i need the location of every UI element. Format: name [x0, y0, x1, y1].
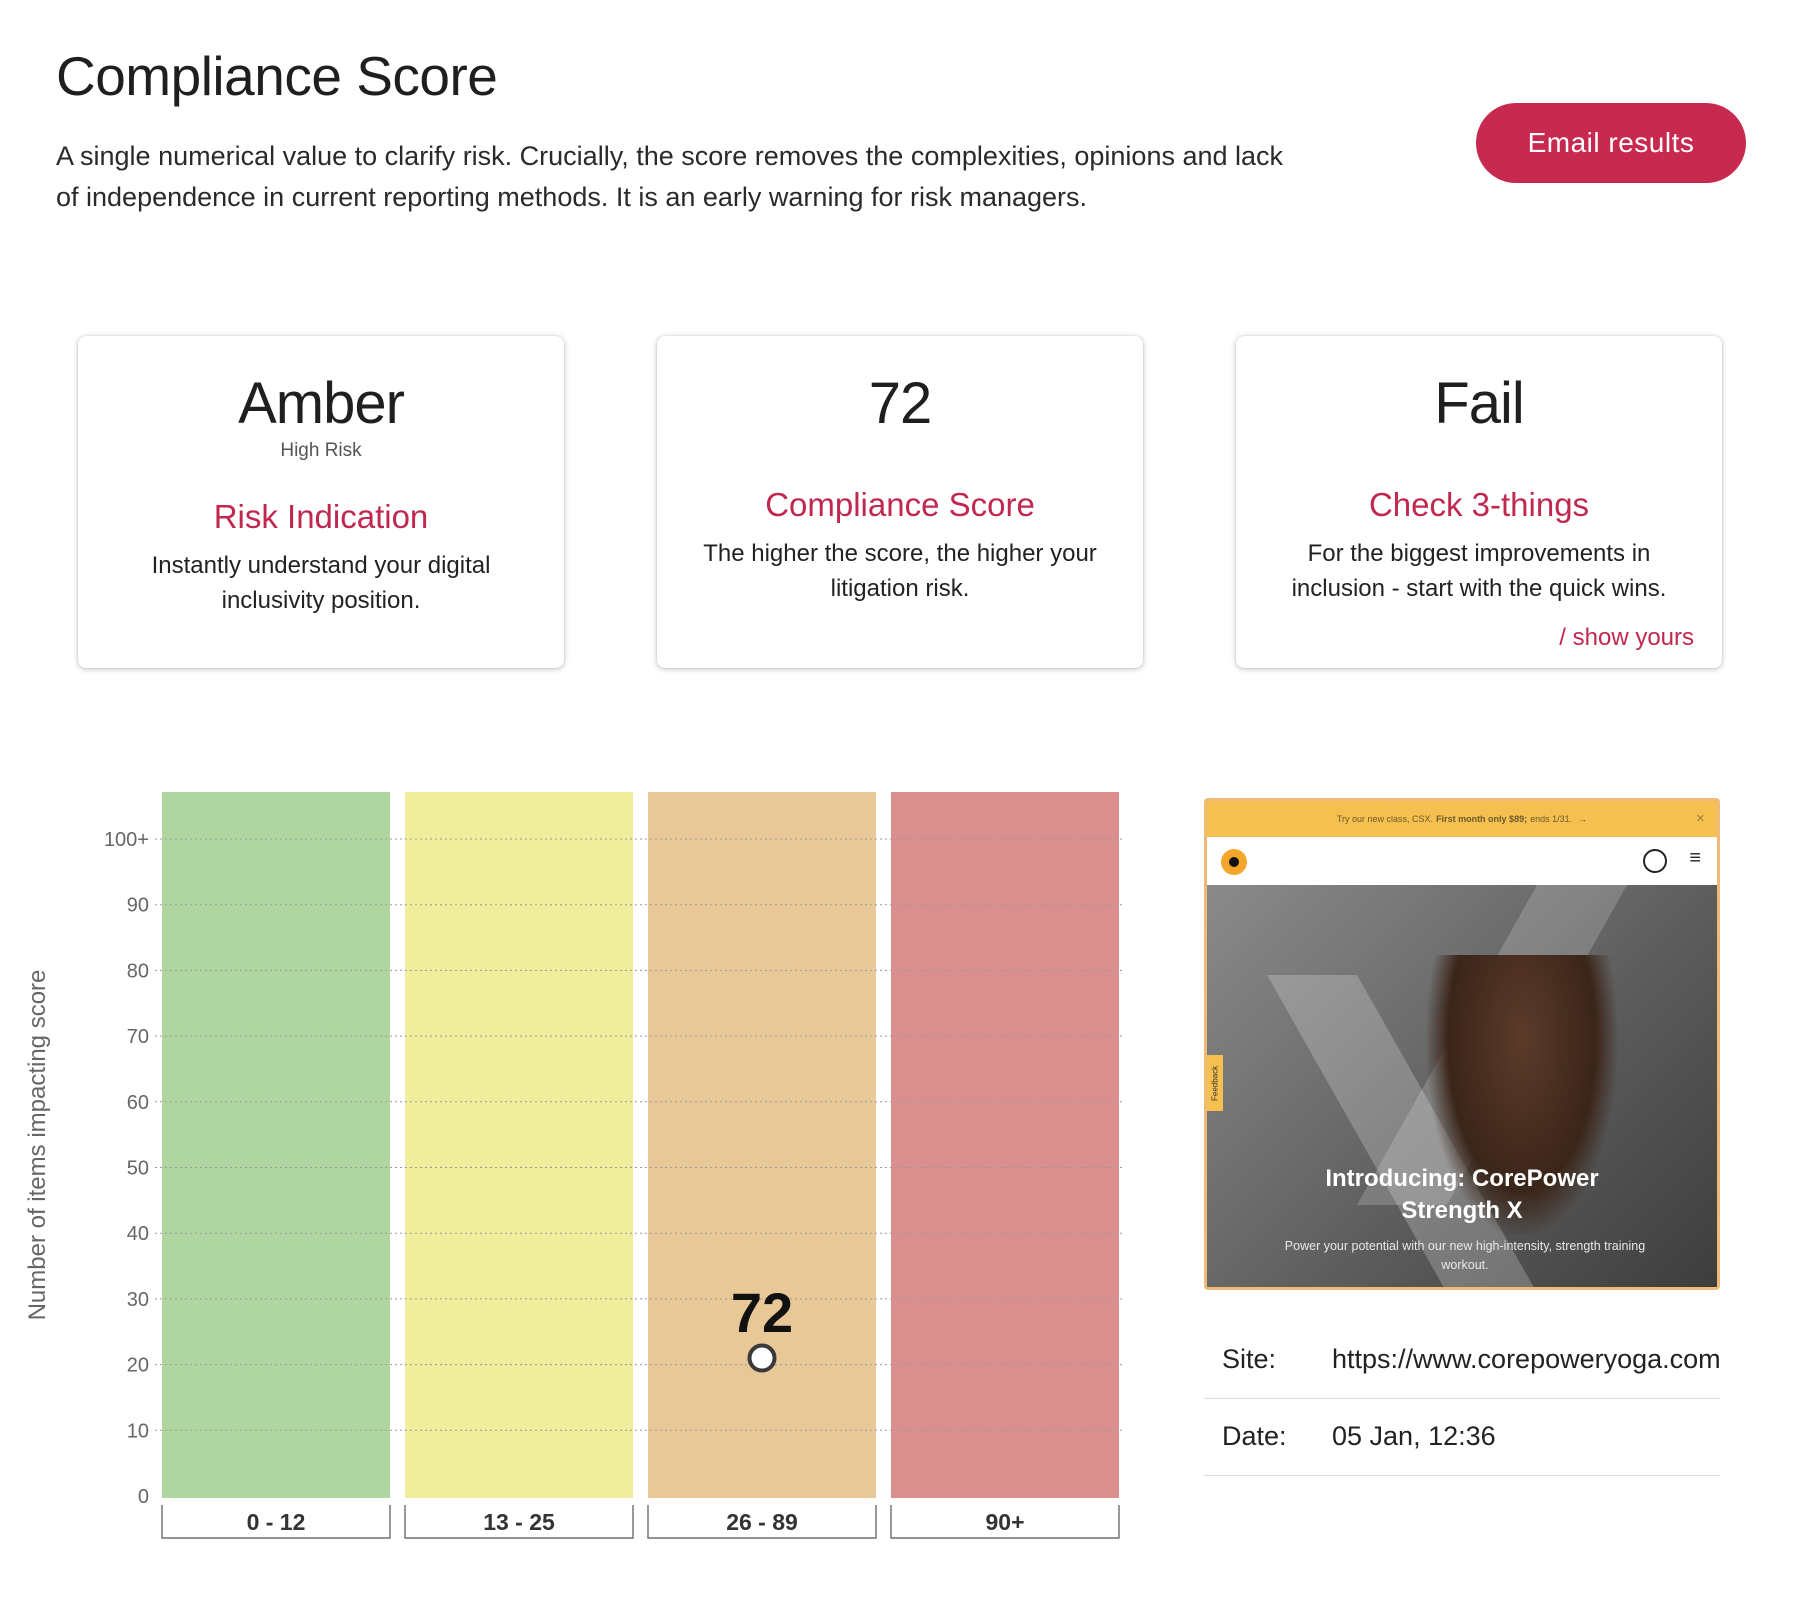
risk-indication-description: Instantly understand your digital inclus…	[151, 551, 491, 614]
thumbnail-nav: ≡	[1207, 837, 1717, 885]
compliance-score-title: Compliance Score	[765, 485, 1035, 523]
hero-title: Introducing: CorePower Strength X	[1207, 1163, 1717, 1227]
promo-text: Try our new class, CSX.	[1336, 814, 1434, 824]
feedback-tab: Feedback	[1207, 1055, 1223, 1111]
user-account-icon	[1643, 849, 1667, 873]
hero-title-line-1: Introducing: CorePower	[1325, 1165, 1599, 1192]
close-icon: ✕	[1695, 813, 1705, 825]
y-tick-label: 100+	[104, 829, 149, 851]
y-tick-label: 60	[127, 1092, 149, 1114]
risk-indication-card: Amber High Risk Risk Indication Instantl…	[78, 336, 564, 668]
y-axis-label: Number of items impacting score	[24, 969, 51, 1321]
page-title: Compliance Score	[56, 45, 498, 107]
x-tick-bracket	[161, 1505, 391, 1539]
y-tick-label: 70	[127, 1026, 149, 1048]
chart-svg: 0 10 20 30 40 50 60 70 80 90 100+ 0 - 12 13 - 25 26 -…	[104, 792, 1125, 1539]
score-marker-point	[747, 1343, 777, 1373]
x-tick-label: 26 - 89	[726, 1509, 798, 1535]
y-tick-label: 90	[127, 895, 149, 917]
x-tick-label: 13 - 25	[483, 1509, 555, 1535]
hero-title-line-2: Strength X	[1401, 1197, 1523, 1224]
date-label: Date:	[1222, 1421, 1287, 1451]
x-tick-label: 90+	[985, 1509, 1024, 1535]
range-band	[405, 792, 633, 1498]
y-tick-label: 50	[127, 1158, 149, 1180]
range-band	[162, 792, 390, 1498]
x-tick-label: 0 - 12	[247, 1509, 306, 1535]
promo-banner: Try our new class, CSX. First month only…	[1207, 801, 1717, 837]
y-tick-label: 0	[138, 1486, 149, 1508]
date-value: 05 Jan, 12:36	[1332, 1421, 1496, 1451]
hero-person-photo	[1427, 955, 1617, 1235]
y-tick-label: 10	[127, 1420, 149, 1442]
check-result-value: Fail	[1434, 371, 1524, 436]
y-tick-label: 40	[127, 1223, 149, 1245]
promo-end-text: ends 1/31.	[1530, 814, 1573, 824]
site-url: https://www.corepoweryoga.com	[1332, 1344, 1720, 1374]
check-3-things-description: For the biggest improvements in inclusio…	[1291, 539, 1667, 602]
y-tick-label: 80	[127, 960, 149, 982]
x-tick-bracket	[647, 1505, 877, 1539]
risk-indication-title: Risk Indication	[213, 497, 429, 535]
risk-level-subtitle: High Risk	[280, 439, 362, 461]
x-tick-bracket	[404, 1505, 634, 1539]
hero-image: Feedback Introducing: CorePower Strength…	[1207, 885, 1717, 1287]
hero-subtitle: Power your potential with our new high-i…	[1284, 1239, 1646, 1272]
y-tick-label: 30	[127, 1289, 149, 1311]
check-3-things-title: Check 3-things	[1368, 485, 1590, 523]
score-marker-label: 72	[731, 1281, 793, 1344]
email-results-button[interactable]: Email results	[1476, 103, 1746, 183]
y-tick-label: 20	[127, 1355, 149, 1377]
score-distribution-chart: 0 10 20 30 40 50 60 70 80 90 100+ 0 - 12 13 - 25 26 -…	[0, 780, 1180, 1580]
site-label: Site:	[1222, 1344, 1277, 1374]
compliance-score-card: 72 Compliance Score The higher the score…	[657, 336, 1143, 668]
range-band	[648, 792, 876, 1498]
compliance-score-description: The higher the score, the higher your li…	[703, 539, 1097, 602]
x-tick-bracket	[890, 1505, 1120, 1539]
check-3-things-card: Fail Check 3-things For the biggest impr…	[1236, 336, 1722, 668]
menu-icon: ≡	[1689, 847, 1701, 869]
range-band	[891, 792, 1119, 1498]
risk-level-value: Amber	[238, 371, 405, 436]
site-screenshot-thumbnail: Try our new class, CSX. First month only…	[1204, 798, 1720, 1290]
compliance-score-value: 72	[868, 371, 933, 436]
date-row: Date: 05 Jan, 12:36	[1204, 1399, 1720, 1476]
intro-text: A single numerical value to clarify risk…	[56, 141, 1284, 212]
corepower-logo-icon	[1221, 849, 1247, 875]
arrow-right-icon: →	[1578, 814, 1588, 824]
promo-bold-text: First month only $89;	[1436, 814, 1528, 824]
show-yours-link[interactable]: / show yours	[1559, 624, 1694, 651]
site-row: Site: https://www.corepoweryoga.com	[1204, 1322, 1720, 1399]
